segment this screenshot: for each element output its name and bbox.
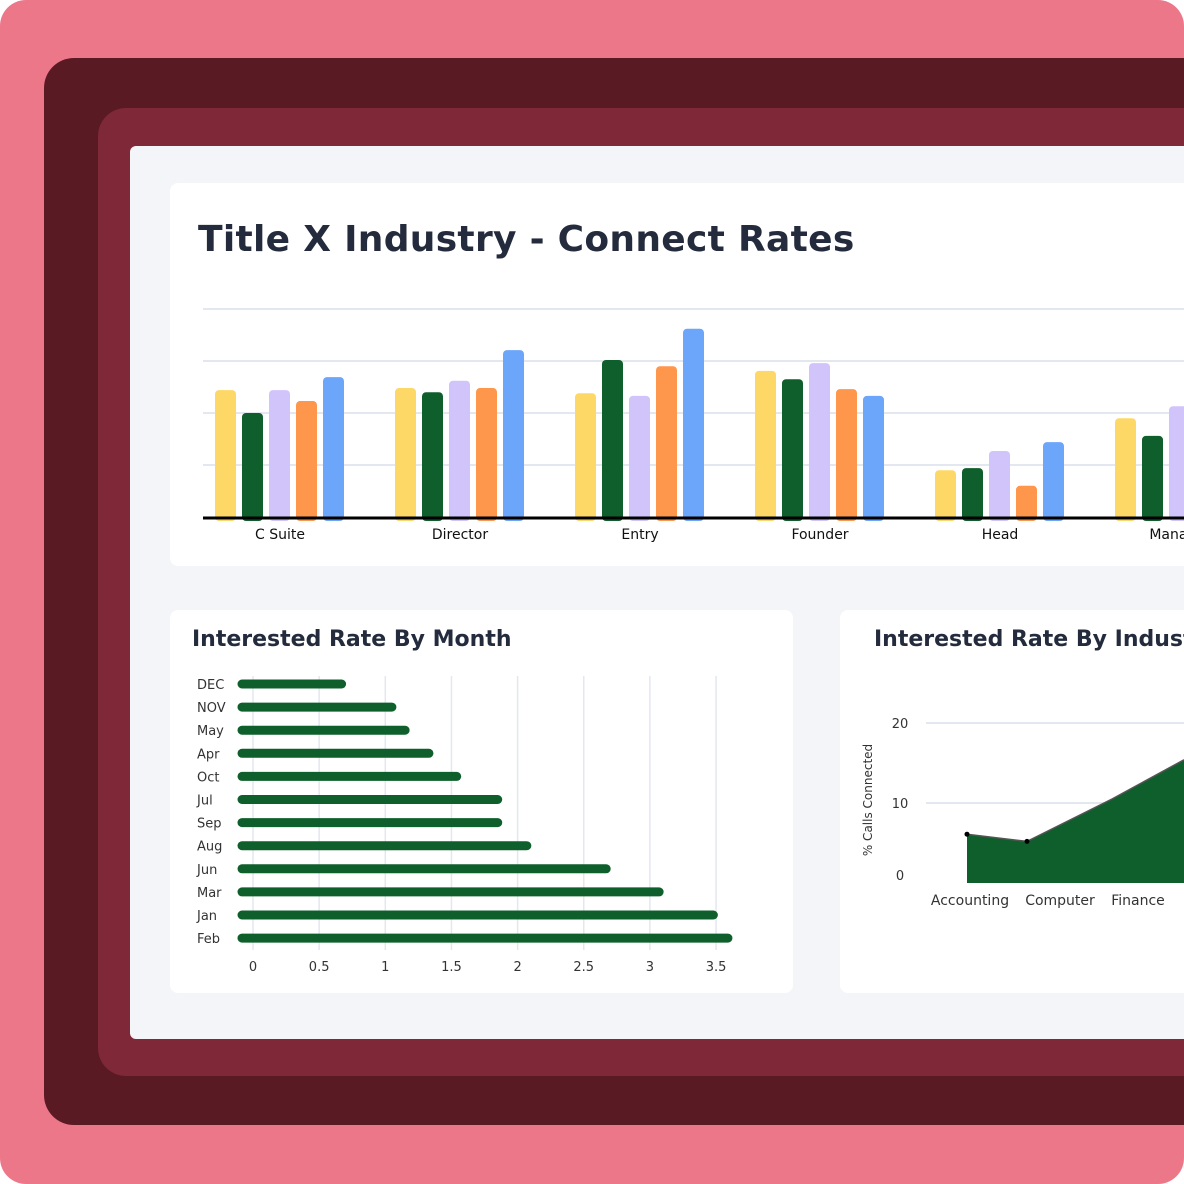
x-tick-label: Head [982, 527, 1019, 543]
bar [1142, 435, 1163, 521]
bar [863, 395, 884, 521]
y-tick-label: Mar [197, 886, 222, 901]
bar [395, 388, 416, 521]
x-tick-label: Founder [791, 527, 848, 543]
x-tick-label: C Suite [255, 527, 305, 543]
x-tick-label: 3.5 [706, 960, 727, 975]
chart-title: Interested Rate By Month [192, 627, 512, 652]
industry-chart: 0 10 20 % Calls Connected Accounting Computer… [861, 717, 1184, 909]
y-tick-label: Jan [196, 909, 217, 924]
bar [836, 389, 857, 521]
bar [242, 413, 263, 521]
y-tick-label: May [197, 724, 224, 739]
bar [989, 450, 1010, 521]
x-tick-label: Accounting [931, 893, 1009, 909]
y-tick-label: 20 [892, 717, 909, 732]
industry-card: Interested Rate By Industry 0 10 20 % Calls… [840, 610, 1184, 993]
bar [215, 390, 236, 521]
data-point [964, 831, 970, 837]
bar [575, 393, 596, 521]
bar [1016, 485, 1037, 521]
bar [602, 359, 623, 521]
bar [323, 377, 344, 521]
bar [503, 350, 524, 521]
bar [1043, 442, 1064, 521]
month-chart: 0 0.5 1 1.5 2 2.5 3 3.5 DEC NOV May Apr Oct Jul Sep Aug… [196, 676, 733, 975]
x-tick-label: Finance [1111, 893, 1165, 909]
bar [683, 328, 704, 521]
chart-title: Title X Industry - Connect Rates [198, 219, 855, 260]
x-tick-label: 1.5 [441, 960, 462, 975]
connect-rates-card: Title X Industry - Connect Rates C Suite… [170, 183, 1184, 566]
bar [1115, 418, 1136, 521]
bar [476, 388, 497, 521]
x-tick-label: 0.5 [309, 960, 330, 975]
bar [422, 392, 443, 521]
y-tick-label: Oct [197, 770, 219, 785]
x-tick-label: 1 [381, 960, 389, 975]
y-tick-label: 0 [896, 869, 904, 884]
x-tick-label: 3 [646, 960, 654, 975]
bar [656, 366, 677, 521]
bar [449, 380, 470, 521]
bar [1169, 406, 1184, 521]
y-axis-label: % Calls Connected [861, 744, 875, 856]
bar [782, 379, 803, 521]
y-tick-label: Feb [197, 932, 220, 947]
x-tick-label: Director [432, 527, 488, 543]
x-tick-label: Computer [1025, 893, 1095, 909]
x-tick-label: 0 [249, 960, 257, 975]
bar [935, 470, 956, 521]
x-tick-label: 2.5 [573, 960, 594, 975]
y-tick-label: Aug [197, 840, 222, 855]
month-card: Interested Rate By Month 0 0.5 1 1.5 2 2.5 3 3.… [170, 610, 793, 993]
bar [962, 468, 983, 521]
x-tick-label: Manager [1149, 527, 1184, 543]
chart-title: Interested Rate By Industry [874, 627, 1184, 652]
bar [296, 401, 317, 521]
x-tick-label: Entry [621, 527, 658, 543]
y-tick-label: Apr [197, 747, 220, 762]
y-tick-label: Sep [197, 817, 222, 832]
x-tick-label: 2 [513, 960, 521, 975]
bar [269, 390, 290, 521]
y-tick-label: Jul [196, 794, 213, 809]
area [967, 759, 1184, 883]
y-tick-label: 10 [892, 797, 909, 812]
y-tick-label: DEC [197, 678, 224, 693]
y-tick-label: NOV [197, 701, 226, 716]
bar [809, 363, 830, 521]
y-tick-label: Jun [196, 863, 217, 878]
area-line [966, 759, 1184, 843]
bar [755, 370, 776, 521]
data-point [1024, 838, 1030, 844]
connect-rates-chart: C Suite Director Entry Founder Head Manager [203, 308, 1184, 543]
bar [629, 395, 650, 521]
